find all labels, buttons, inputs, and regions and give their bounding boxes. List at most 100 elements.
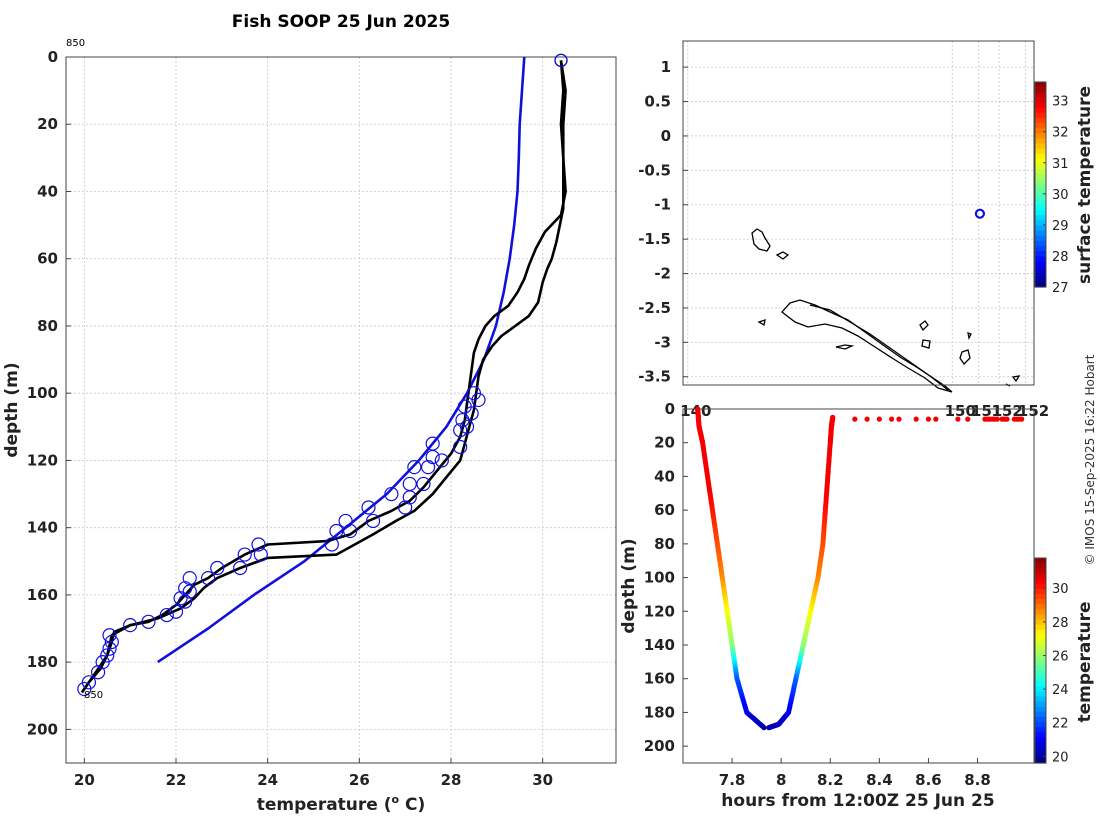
map-lat-label: -3.5: [638, 368, 671, 386]
colorbar-segment: [1035, 128, 1046, 134]
sample-circle: [200, 570, 216, 586]
surface-point: [913, 416, 919, 422]
sample-circle: [233, 560, 248, 576]
coast-island-3: [757, 319, 766, 327]
colorbar-segment: [1035, 752, 1046, 759]
colorbar-segment: [1035, 634, 1046, 641]
coast-new-ireland-outer: [781, 299, 953, 393]
time-y-tick-label: 200: [644, 737, 675, 755]
colorbar-segment: [1035, 696, 1046, 703]
x-tick-label: 28: [441, 771, 462, 789]
colorbar-segment: [1035, 210, 1046, 216]
colorbar-segment: [1035, 732, 1046, 738]
time-y-tick-label: 140: [644, 636, 675, 654]
colorbar-segment: [1035, 670, 1046, 677]
surface-sample-circle: [554, 53, 568, 68]
sample-circle: [329, 523, 344, 539]
time-x-tick-label: 8.4: [866, 771, 893, 789]
colorbar-segment: [1035, 184, 1046, 191]
sample-circle: [425, 436, 440, 451]
time-y-tick-label: 60: [654, 501, 675, 519]
map-lon-label: 151: [971, 402, 1002, 420]
colorbar-segment: [1035, 588, 1046, 595]
colorbar-segment: [1035, 112, 1046, 119]
sample-circle: [237, 547, 252, 562]
colorbar-segment: [1035, 235, 1046, 242]
colorbar-segment: [1035, 609, 1046, 615]
time-depth-plot-area: [682, 408, 1035, 764]
surface-point: [889, 416, 895, 422]
y-tick-label: 120: [27, 451, 58, 469]
y-tick-label: 160: [27, 586, 58, 604]
time-x-tick-label: 8: [776, 771, 786, 789]
time-y-tick-label: 180: [644, 703, 675, 721]
series-climatology: [156, 56, 526, 664]
colorbar-tick-label: 32: [1052, 126, 1069, 141]
time-y-tick-label: 0: [665, 400, 675, 418]
colorbar-segment: [1035, 757, 1046, 764]
sample-circle: [251, 537, 266, 552]
colorbar-segment: [1035, 716, 1046, 723]
sample-circle: [420, 460, 436, 475]
map-lon-label: 150: [945, 402, 976, 420]
colorbar-segment: [1035, 138, 1046, 145]
x-tick-label: 20: [74, 771, 95, 789]
map-plot-area: [682, 40, 1035, 386]
temperature-colorbar: 30 28 26 24 22 20: [1034, 557, 1069, 765]
coast-island-1: [751, 228, 771, 252]
colorbar-frame: [1034, 81, 1047, 288]
time-y-tick-label: 160: [644, 670, 675, 688]
sample-circle: [324, 537, 339, 552]
x-axis-label-hours: hours from 12:00Z 25 Jun 25: [721, 791, 994, 811]
colorbar-frame: [1034, 557, 1047, 764]
colorbar-segment: [1035, 281, 1046, 288]
surface-point: [852, 416, 858, 422]
colorbar-tick-label: 26: [1052, 649, 1069, 664]
cast-point: [830, 414, 836, 420]
colorbar-segment: [1035, 583, 1046, 590]
coast-island-4: [835, 344, 855, 350]
sample-circle: [453, 423, 468, 438]
sample-circle: [102, 628, 117, 643]
colorbar-segment: [1035, 727, 1046, 733]
y-tick-label: 0: [48, 48, 58, 66]
colorbar-tick-label: 33: [1052, 95, 1069, 110]
y-tick-label: 80: [37, 317, 58, 335]
colorbar-segment: [1035, 593, 1046, 600]
coast-island-8: [967, 332, 972, 340]
surface-point: [933, 416, 939, 422]
sample-circle: [178, 581, 193, 596]
map-lat-label: -1: [654, 196, 671, 214]
x-tick-label: 24: [257, 771, 278, 789]
sample-circle: [343, 523, 358, 539]
time-y-tick-label: 100: [644, 569, 675, 587]
colorbar-segment: [1035, 276, 1046, 283]
colorbar-tick-label: 28: [1052, 250, 1069, 265]
colorbar-segment: [1035, 271, 1046, 278]
colorbar-tick-label: 24: [1052, 683, 1069, 698]
time-y-tick-label: 40: [654, 467, 675, 485]
colorbar-segment: [1035, 82, 1046, 88]
label-850-bottom: 850: [84, 690, 103, 701]
coastlines: [751, 228, 1021, 393]
surface-point: [864, 416, 870, 422]
colorbar-segment: [1035, 660, 1046, 667]
colorbar-segment: [1035, 742, 1046, 749]
credit-text: © IMOS 15-Sep-2025 16:22 Hobart: [1083, 354, 1097, 565]
sample-circle: [173, 591, 188, 606]
surface-point: [896, 416, 902, 422]
location-map: 10.50-0.5-1-1.5-2-2.5-3-3.51401501511521…: [638, 40, 1095, 420]
time-x-tick-label: 7.8: [719, 771, 746, 789]
sample-circle: [416, 476, 431, 492]
series-upcast: [80, 60, 567, 694]
sample-circle: [384, 486, 399, 502]
x-tick-label: 30: [532, 771, 553, 789]
colorbar-segment: [1035, 174, 1046, 180]
colorbar-segment: [1035, 266, 1046, 273]
colorbar-segment: [1035, 681, 1046, 687]
surface-point: [965, 416, 971, 422]
colorbar-segment: [1035, 711, 1046, 718]
colorbar-segment: [1035, 691, 1046, 697]
colorbar-segment: [1035, 92, 1046, 98]
